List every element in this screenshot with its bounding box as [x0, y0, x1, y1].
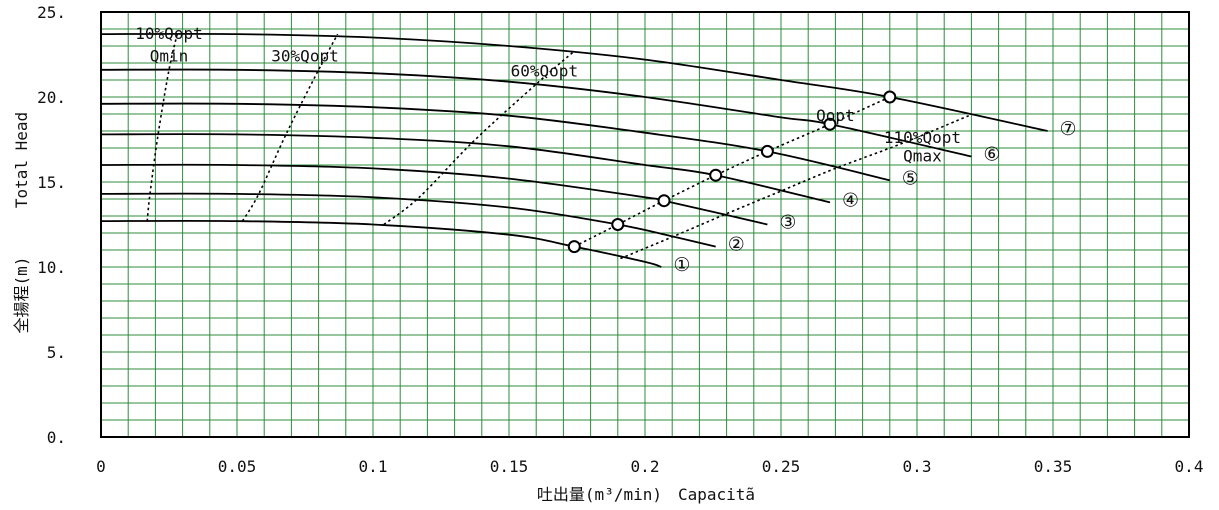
x-tick-label: 0.05: [218, 457, 257, 476]
guide-line: [146, 33, 178, 222]
opt-point-marker: [760, 144, 774, 158]
guide-line: [620, 114, 970, 260]
head-curve: [100, 102, 891, 182]
opt-point-marker: [883, 90, 897, 104]
head-curve: [100, 133, 831, 204]
annotation-label: Qopt: [816, 106, 855, 125]
curve-number-label: ⑦: [1060, 118, 1077, 140]
x-axis-label: 吐出量(m³/min) Capacitã: [537, 485, 755, 504]
y-tick-label: 20.: [37, 88, 66, 107]
y-axis-label-en: Total Head: [12, 112, 31, 208]
y-tick-label: 15.: [37, 173, 66, 192]
y-tick-label: 5.: [47, 343, 66, 362]
opt-point-marker: [657, 194, 671, 208]
plot-frame: [100, 11, 1190, 438]
x-tick-label: 0.1: [359, 457, 388, 476]
head-curve: [100, 219, 662, 268]
y-tick-label: 10.: [37, 258, 66, 277]
annotation-label: 30%Qopt: [271, 46, 338, 65]
annotation-label: Qmax: [903, 147, 942, 166]
y-tick-label: 25.: [37, 3, 66, 22]
guide-lines: [146, 33, 970, 260]
opt-point-marker: [567, 240, 581, 254]
x-tick-label: 0: [96, 457, 106, 476]
curve-number-label: ①: [673, 254, 690, 276]
opt-point-marker: [823, 117, 837, 131]
opt-point-marker: [709, 168, 723, 182]
y-axis-label-jp: 全揚程(m): [12, 257, 31, 334]
x-tick-label: 0.15: [490, 457, 529, 476]
annotation-label: 60%Qopt: [511, 62, 578, 81]
y-tick-labels: 0. 5. 10. 15. 20. 25.: [37, 3, 66, 447]
annotations: 10%Qopt Qmin 30%Qopt 60%Qopt Qopt 110%QoptQma…: [135, 24, 961, 165]
annotation-label: 110%Qopt: [884, 128, 961, 147]
x-tick-label: 0.4: [1175, 457, 1204, 476]
head-curve: [100, 32, 1048, 132]
opt-point-marker: [611, 218, 625, 231]
annotation-label: 10%Qopt: [135, 24, 202, 43]
x-tick-label: 0.35: [1034, 457, 1073, 476]
x-tick-label: 0.25: [762, 457, 801, 476]
guide-line: [241, 33, 339, 222]
x-tick-label: 0.3: [903, 457, 932, 476]
curve-number-label: ⑤: [902, 167, 919, 189]
curve-number-label: ④: [842, 189, 859, 211]
x-tick-labels: 0 0.05 0.1 0.15 0.2 0.25 0.3 0.35 0.4: [96, 457, 1203, 476]
guide-line: [383, 50, 575, 226]
curve-number-label: ③: [779, 212, 796, 234]
curve-labels: ① ② ③ ④ ⑤ ⑥ ⑦: [673, 118, 1076, 276]
opt-points: [567, 90, 897, 254]
y-tick-label: 0.: [47, 428, 66, 447]
annotation-label: Qmin: [150, 46, 189, 65]
curve-number-label: ⑥: [983, 144, 1000, 166]
curve-number-label: ②: [728, 234, 745, 256]
head-curve: [100, 192, 716, 248]
x-tick-label: 0.2: [631, 457, 660, 476]
grid: [101, 12, 1189, 437]
